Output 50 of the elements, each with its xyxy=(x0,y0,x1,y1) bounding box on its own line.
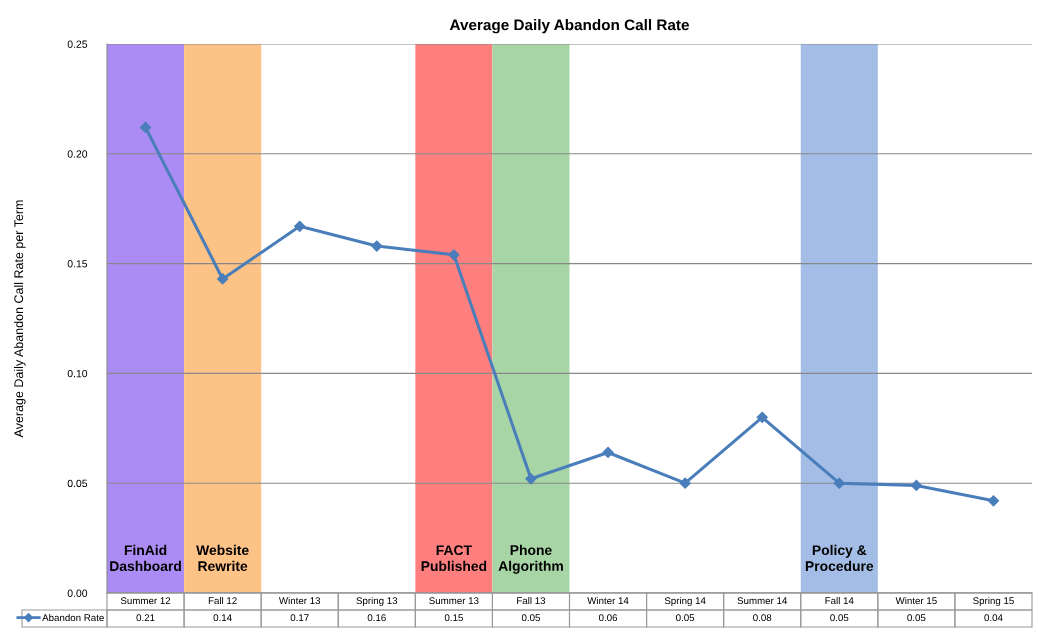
data-label: 0.05 xyxy=(830,614,849,622)
data-label: 0.04 xyxy=(984,614,1003,622)
x-tick-label: Spring 13 xyxy=(356,596,398,607)
y-tick-label: 0.15 xyxy=(67,260,88,268)
point xyxy=(448,249,460,261)
y-tick-label: 0.00 xyxy=(67,589,88,597)
y-tick-label: 0.20 xyxy=(67,150,88,158)
data-label: 0.15 xyxy=(444,614,463,622)
data-label: 0.05 xyxy=(676,614,695,622)
y-tick-label: 0.25 xyxy=(67,40,88,48)
x-tick-label: Winter 15 xyxy=(895,596,937,605)
y-axis-title: Average Daily Abandon Call Rate per Term xyxy=(13,200,26,438)
x-tick-label: Spring 15 xyxy=(973,596,1014,607)
band-label: Phone Algorithm xyxy=(498,544,563,574)
point xyxy=(679,477,691,489)
data-label: 0.14 xyxy=(213,614,232,622)
data-label: 0.05 xyxy=(521,614,541,622)
band-label: FinAid Dashboard xyxy=(110,544,181,572)
point xyxy=(602,446,614,459)
chart-title: Average Daily Abandon Call Rate xyxy=(449,19,689,34)
point xyxy=(371,240,383,252)
data-label: 0.05 xyxy=(907,614,926,622)
point xyxy=(217,273,229,285)
x-tick-label: Spring 14 xyxy=(664,596,706,607)
y-tick-label: 0.10 xyxy=(67,369,88,378)
data-label: 0.06 xyxy=(598,614,618,622)
x-tick-label: Fall 12 xyxy=(208,596,237,605)
x-tick-label: Summer 13 xyxy=(429,597,479,605)
legend-label: Abandon Rate xyxy=(42,613,104,622)
x-tick-label: Fall 13 xyxy=(517,596,546,605)
band-label: Policy & Procedure xyxy=(805,544,874,572)
data-label: 0.21 xyxy=(136,614,155,622)
point xyxy=(910,479,922,492)
x-tick-label: Summer 12 xyxy=(120,597,171,605)
band-label: Website Rewrite xyxy=(196,544,249,572)
x-tick-label: Fall 14 xyxy=(825,596,854,605)
x-tick-label: Winter 14 xyxy=(587,596,629,605)
point xyxy=(139,121,152,134)
data-label: 0.16 xyxy=(367,614,386,622)
data-label: 0.17 xyxy=(290,614,309,622)
x-tick-label: Summer 14 xyxy=(737,597,788,605)
point xyxy=(294,220,306,232)
point xyxy=(525,473,537,485)
y-tick-label: 0.05 xyxy=(67,479,88,488)
band-label: FACT Published xyxy=(421,545,487,572)
point xyxy=(756,411,768,423)
point xyxy=(987,495,1000,507)
point xyxy=(833,477,845,489)
data-label: 0.08 xyxy=(753,614,772,622)
x-tick-label: Winter 13 xyxy=(278,596,321,605)
